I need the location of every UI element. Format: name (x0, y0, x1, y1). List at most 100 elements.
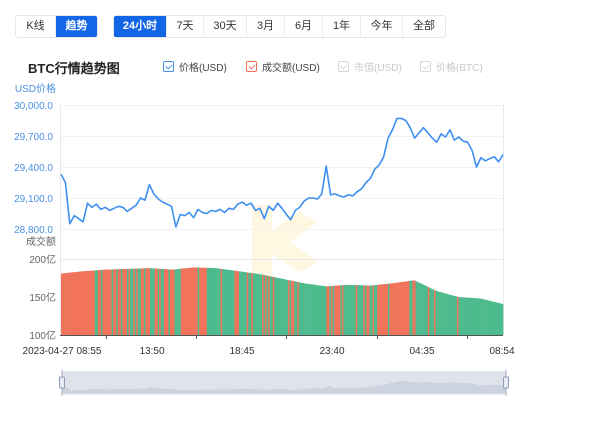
legend-mcap-usd[interactable]: 市值(USD) (338, 59, 402, 74)
volume-bar (163, 269, 166, 335)
volume-bar (417, 282, 419, 335)
zoom-handle-left[interactable] (59, 376, 65, 389)
volume-bar (251, 273, 254, 335)
volume-bar (329, 286, 332, 335)
price-axis: USD价格 30,000.0 29,700.0 29,400.0 29,100.… (14, 82, 56, 236)
volume-bar (116, 269, 119, 335)
volume-bar (85, 271, 88, 335)
tab-kline[interactable]: K线 (16, 16, 56, 37)
volume-bar (377, 284, 379, 335)
legend-price-btc[interactable]: 价格(BTC) (420, 59, 483, 74)
volume-bar (228, 269, 231, 335)
volume-bar (68, 272, 71, 335)
volume-bar (64, 273, 66, 335)
checkbox-icon (420, 61, 431, 72)
x-tick: 13:50 (139, 346, 164, 357)
volume-bar (202, 267, 205, 335)
volume-bar (168, 269, 171, 335)
range-24h[interactable]: 24小时 (114, 16, 167, 37)
x-tick: 18:45 (229, 346, 254, 357)
volume-bar (349, 284, 352, 335)
volume-bar (61, 273, 63, 335)
volume-bar (470, 297, 473, 335)
volume-bar (196, 267, 198, 335)
volume-bar (479, 298, 482, 335)
volume-bar (217, 268, 220, 335)
x-tick: 23:40 (319, 346, 344, 357)
volume-bar (466, 297, 468, 335)
volume-bar (248, 272, 251, 335)
zoom-handle-right[interactable] (503, 376, 509, 389)
volume-bar (243, 272, 246, 335)
volume-bar (418, 282, 421, 335)
volume-bar (450, 295, 453, 335)
volume-bar (441, 292, 444, 335)
volume-bar (326, 286, 329, 335)
range-6m[interactable]: 6月 (285, 16, 323, 37)
tab-trend[interactable]: 趋势 (56, 16, 97, 37)
volume-bar (189, 267, 192, 335)
volume-bar (139, 268, 142, 335)
x-axis-labels: 2023-04-27 08:55 13:50 18:45 23:40 04:35… (23, 346, 515, 357)
volume-bar (160, 268, 163, 335)
volume-bar (384, 284, 387, 335)
data-zoom-slider[interactable] (59, 370, 509, 396)
volume-bar (308, 284, 310, 335)
volume-bar (380, 284, 383, 335)
range-1y[interactable]: 1年 (323, 16, 361, 37)
volume-bar (157, 268, 160, 335)
volume-bar (358, 285, 361, 335)
volume-bar (496, 302, 499, 335)
volume-bar (364, 285, 367, 335)
range-30d[interactable]: 30天 (204, 16, 247, 37)
legend-price-usd[interactable]: 价格(USD) (163, 59, 227, 74)
volume-bar (203, 267, 206, 335)
volume-bar (332, 285, 335, 335)
volume-bar (452, 295, 455, 335)
volume-bar (145, 268, 148, 335)
volume-bar (458, 297, 461, 335)
volume-bar (484, 299, 487, 335)
volume-bar (191, 267, 194, 335)
volume-bars (61, 267, 504, 335)
volume-bar (413, 280, 416, 335)
zoom-preview-area (62, 381, 506, 393)
range-3m[interactable]: 3月 (247, 16, 285, 37)
volume-axis-title: 成交额 (26, 235, 56, 248)
volume-bar (455, 296, 458, 335)
volume-bar (245, 272, 247, 335)
volume-bar (166, 269, 169, 335)
volume-bar (387, 283, 390, 335)
price-tick: 30,000.0 (14, 101, 53, 112)
volume-bar (90, 270, 92, 335)
volume-bar (498, 303, 501, 335)
x-tick: 2023-04-27 08:55 (23, 346, 102, 357)
checkbox-icon (163, 61, 174, 72)
volume-bar (397, 282, 399, 335)
volume-bar (192, 267, 195, 335)
volume-bar (301, 283, 304, 335)
volume-bar (469, 297, 472, 335)
volume-bar (318, 285, 321, 335)
volume-bar (331, 286, 333, 335)
range-ytd[interactable]: 今年 (361, 16, 403, 37)
volume-bar (317, 285, 320, 335)
volume-bar (206, 267, 209, 335)
volume-bar (407, 281, 410, 335)
legend-volume-usd[interactable]: 成交额(USD) (246, 59, 320, 74)
volume-bar (344, 285, 347, 335)
volume-bar (481, 299, 484, 335)
volume-bar (262, 274, 264, 335)
chart-title: BTC行情趋势图 (28, 61, 120, 76)
volume-bar (297, 282, 300, 335)
volume-bar (315, 285, 318, 335)
range-7d[interactable]: 7天 (167, 16, 204, 37)
volume-bar (165, 269, 168, 335)
volume-bar (182, 268, 185, 335)
volume-bar (111, 269, 114, 335)
volume-bar (440, 292, 442, 335)
volume-bar (305, 283, 307, 335)
range-all[interactable]: 全部 (403, 16, 445, 37)
volume-bar (351, 285, 353, 335)
